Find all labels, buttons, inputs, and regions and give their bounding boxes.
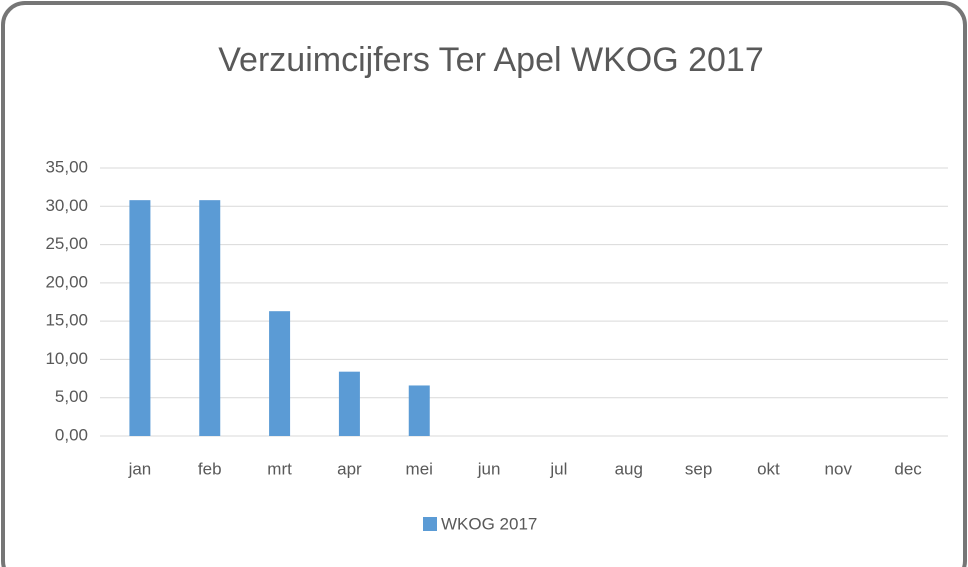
bar bbox=[199, 200, 221, 436]
y-tick-label: 5,00 bbox=[55, 387, 88, 406]
bar bbox=[269, 311, 291, 436]
bar bbox=[408, 385, 430, 436]
legend-swatch bbox=[423, 517, 437, 531]
x-tick-label: mrt bbox=[267, 459, 292, 478]
x-tick-label: feb bbox=[198, 459, 222, 478]
x-tick-label: sep bbox=[685, 459, 712, 478]
x-tick-label: dec bbox=[894, 459, 922, 478]
y-tick-label: 30,00 bbox=[45, 196, 88, 215]
x-tick-label: jun bbox=[477, 459, 501, 478]
y-tick-label: 15,00 bbox=[45, 311, 88, 330]
chart-title: Verzuimcijfers Ter Apel WKOG 2017 bbox=[218, 41, 763, 79]
x-tick-label: okt bbox=[757, 459, 780, 478]
y-tick-label: 25,00 bbox=[45, 234, 88, 253]
x-tick-label: nov bbox=[825, 459, 853, 478]
legend-label: WKOG 2017 bbox=[441, 514, 537, 533]
bar bbox=[129, 200, 151, 436]
x-tick-label: mei bbox=[406, 459, 433, 478]
y-tick-label: 10,00 bbox=[45, 349, 88, 368]
y-tick-label: 0,00 bbox=[55, 425, 88, 444]
x-tick-label: jul bbox=[549, 459, 567, 478]
x-tick-label: jan bbox=[128, 459, 152, 478]
x-tick-label: aug bbox=[615, 459, 643, 478]
y-tick-label: 35,00 bbox=[45, 157, 88, 176]
x-tick-label: apr bbox=[337, 459, 362, 478]
bar bbox=[338, 371, 360, 436]
y-tick-label: 20,00 bbox=[45, 272, 88, 291]
